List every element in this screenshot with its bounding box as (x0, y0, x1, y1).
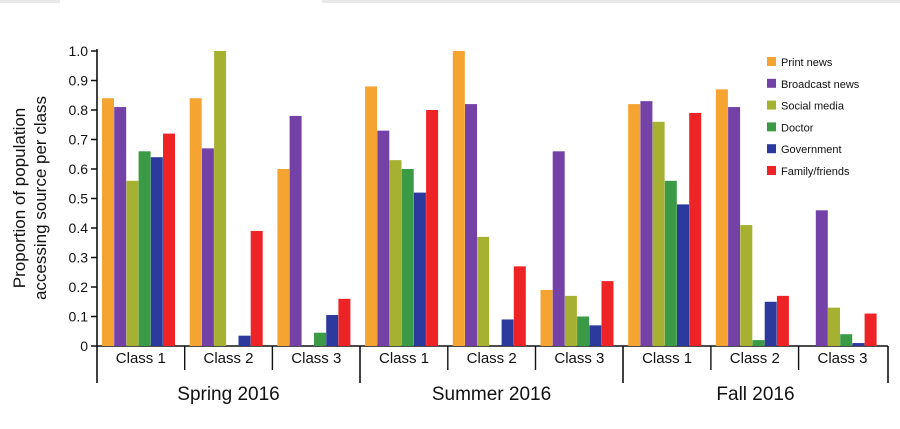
bar-broadcast-news-summer-2016-class-3 (552, 151, 565, 346)
y-axis-label-line-1: Proportion of population (10, 108, 29, 289)
bar-print-news-spring-2016-class-3 (277, 169, 290, 346)
x-class-label: Class 1 (116, 350, 166, 367)
bar-doctor-fall-2016-class-2 (752, 340, 765, 346)
bar-government-summer-2016-class-3 (589, 325, 602, 346)
bar-broadcast-news-spring-2016-class-1 (114, 107, 127, 346)
y-axis-label-line-2: accessing source per class (31, 96, 50, 300)
bar-print-news-spring-2016-class-2 (189, 98, 202, 346)
bar-social-media-fall-2016-class-2 (740, 225, 753, 346)
bar-family-friends-spring-2016-class-2 (250, 230, 263, 346)
legend-label: Broadcast news (781, 79, 860, 91)
bar-family-friends-summer-2016-class-1 (426, 110, 439, 346)
bar-doctor-spring-2016-class-3 (314, 332, 326, 346)
bar-family-friends-fall-2016-class-3 (864, 313, 877, 346)
bar-doctor-spring-2016-class-1 (138, 151, 151, 346)
y-tick-label: 0.7 (69, 132, 89, 148)
x-class-label: Class 2 (730, 350, 780, 367)
bar-social-media-fall-2016-class-1 (652, 121, 665, 346)
bar-doctor-fall-2016-class-3 (840, 334, 853, 346)
x-group-label: Fall 2016 (716, 384, 794, 405)
x-group-label: Spring 2016 (177, 384, 279, 405)
bar-social-media-summer-2016-class-2 (477, 236, 490, 346)
bar-social-media-summer-2016-class-3 (564, 295, 577, 346)
bar-social-media-spring-2016-class-2 (214, 51, 227, 346)
y-tick-label: 0.5 (69, 191, 89, 207)
x-class-label: Class 3 (291, 350, 341, 367)
legend-swatch (767, 144, 776, 154)
bar-doctor-fall-2016-class-1 (664, 180, 677, 346)
bar-social-media-fall-2016-class-3 (828, 307, 840, 346)
x-class-label: Class 1 (642, 350, 692, 367)
x-class-label: Class 2 (467, 350, 517, 367)
bar-government-fall-2016-class-2 (764, 301, 777, 346)
bar-family-friends-spring-2016-class-1 (163, 133, 175, 346)
y-tick-label: 0.9 (69, 73, 89, 89)
y-tick-label: 0.4 (69, 220, 89, 236)
x-class-label: Class 3 (554, 350, 604, 367)
top-strip-right (322, 0, 900, 3)
bar-government-spring-2016-class-1 (150, 157, 163, 346)
bar-family-friends-fall-2016-class-1 (689, 112, 702, 346)
bar-government-spring-2016-class-2 (238, 335, 251, 346)
bar-family-friends-summer-2016-class-3 (601, 281, 614, 346)
bar-print-news-summer-2016-class-1 (365, 86, 378, 347)
bar-broadcast-news-fall-2016-class-1 (640, 101, 653, 347)
legend-label: Social media (781, 101, 845, 113)
legend-swatch (767, 78, 776, 88)
y-tick-label: 0.8 (69, 102, 89, 118)
x-class-label: Class 1 (379, 350, 429, 367)
bar-family-friends-spring-2016-class-3 (338, 298, 351, 346)
legend-swatch (767, 122, 776, 132)
bar-broadcast-news-fall-2016-class-3 (815, 210, 828, 346)
bar-print-news-spring-2016-class-1 (102, 98, 114, 346)
bar-government-fall-2016-class-1 (677, 204, 689, 346)
bar-family-friends-fall-2016-class-2 (776, 295, 789, 346)
bar-broadcast-news-summer-2016-class-2 (465, 104, 477, 346)
x-class-label: Class 2 (203, 350, 253, 367)
legend-swatch (767, 100, 776, 110)
legend-label: Print news (781, 57, 833, 69)
bar-social-media-spring-2016-class-1 (126, 180, 139, 346)
bar-print-news-summer-2016-class-2 (452, 51, 465, 346)
y-tick-label: 0 (80, 338, 88, 354)
bar-government-summer-2016-class-1 (413, 192, 426, 346)
bar-broadcast-news-fall-2016-class-2 (728, 107, 741, 346)
bar-doctor-summer-2016-class-3 (577, 316, 590, 346)
legend-label: Family/friends (781, 166, 850, 178)
y-tick-label: 0.6 (69, 161, 89, 177)
x-group-label: Summer 2016 (432, 384, 551, 405)
bar-social-media-summer-2016-class-1 (389, 160, 402, 346)
bar-family-friends-summer-2016-class-2 (513, 266, 526, 346)
y-tick-label: 0.2 (69, 279, 89, 295)
bar-doctor-summer-2016-class-1 (401, 169, 414, 346)
bar-government-summer-2016-class-2 (501, 319, 514, 346)
legend-swatch (767, 57, 776, 66)
bar-print-news-summer-2016-class-3 (540, 289, 553, 346)
bar-broadcast-news-spring-2016-class-2 (201, 148, 214, 346)
legend-label: Government (781, 144, 842, 156)
bar-government-fall-2016-class-3 (852, 343, 865, 346)
bar-print-news-fall-2016-class-2 (715, 89, 728, 346)
legend-label: Doctor (781, 122, 814, 134)
bar-government-spring-2016-class-3 (326, 315, 339, 346)
bar-print-news-fall-2016-class-1 (628, 104, 641, 346)
legend-swatch (767, 166, 776, 175)
x-class-label: Class 3 (817, 350, 867, 367)
y-tick-label: 1.0 (69, 43, 89, 59)
y-tick-label: 0.1 (69, 309, 89, 325)
bar-broadcast-news-summer-2016-class-1 (377, 130, 390, 346)
bar-broadcast-news-spring-2016-class-3 (289, 115, 302, 347)
y-tick-label: 0.3 (69, 250, 89, 266)
top-strip-left (0, 0, 60, 3)
